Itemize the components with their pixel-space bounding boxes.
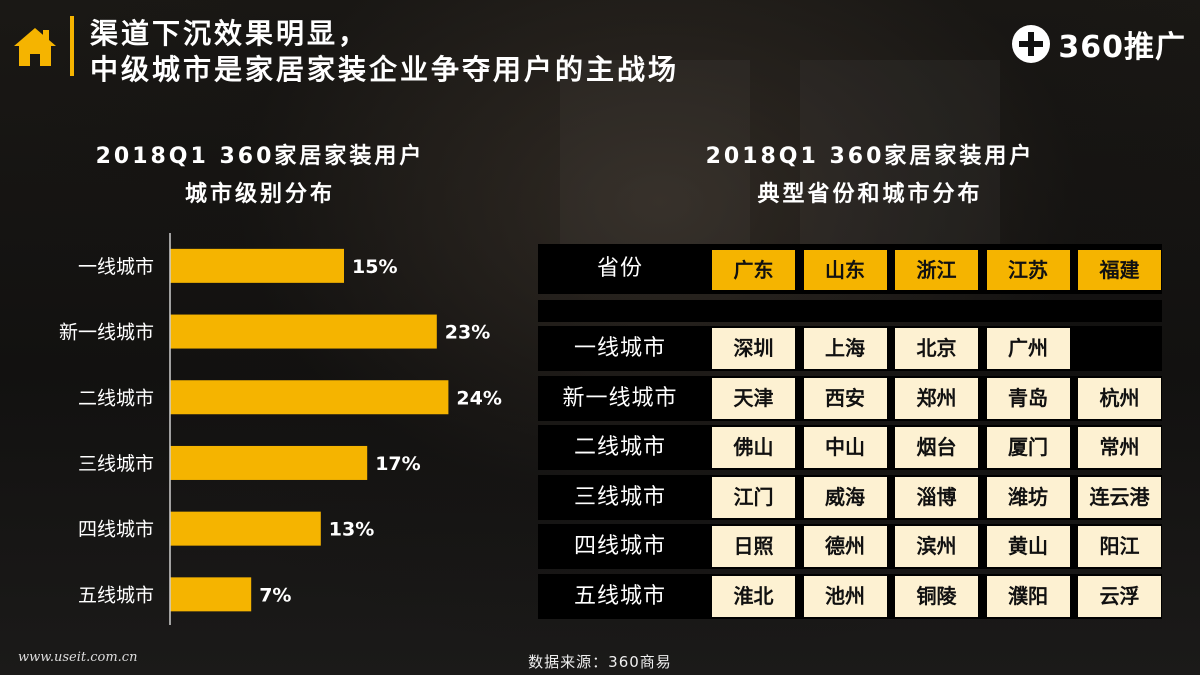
category-label: 一线城市 — [78, 256, 154, 278]
city-cell: 郑州 — [895, 377, 978, 419]
category-label: 三线城市 — [78, 453, 154, 475]
brand-name: 360推广 — [1058, 30, 1186, 65]
house-icon — [14, 28, 56, 66]
province-row: 省份 广东 山东 浙江 江苏 福建 — [538, 244, 1162, 294]
category-label: 新一线城市 — [59, 322, 154, 344]
city-cell: 滨州 — [895, 526, 978, 567]
province-cell: 广东 — [712, 250, 795, 290]
city-cell: 淮北 — [712, 575, 795, 617]
category-label: 四线城市 — [78, 519, 154, 541]
bar-4 — [170, 511, 321, 546]
table-row: 一线城市 深圳 上海 北京 广州 — [538, 326, 1162, 371]
city-cell: 淄博 — [895, 476, 978, 518]
brand-logo: 360推广 — [1010, 22, 1186, 66]
page-title-line1: 渠道下沉效果明显， — [90, 17, 370, 50]
spacer-row — [538, 300, 1162, 322]
city-cell: 威海 — [803, 476, 887, 518]
bar-1 — [170, 314, 437, 349]
value-label: 15% — [352, 256, 397, 278]
bar-3 — [170, 445, 368, 480]
table-row: 二线城市 佛山 中山 烟台 厦门 常州 — [538, 425, 1162, 470]
tier-label: 新一线城市 — [562, 385, 678, 411]
province-cell: 浙江 — [895, 250, 978, 290]
city-cell: 烟台 — [895, 427, 978, 468]
chart-title-line1: 2018Q1 360家居家装用户 — [95, 144, 425, 169]
bar-0 — [170, 248, 344, 283]
category-label: 二线城市 — [78, 387, 154, 409]
city-cell: 云浮 — [1078, 575, 1161, 617]
city-cell: 广州 — [986, 328, 1070, 369]
table-row: 三线城市 江门 威海 淄博 潍坊 连云港 — [538, 474, 1162, 520]
table-row: 新一线城市 天津 西安 郑州 青岛 杭州 — [538, 375, 1162, 421]
table-title-line2: 典型省份和城市分布 — [757, 182, 983, 207]
table-title-line1: 2018Q1 360家居家装用户 — [705, 144, 1035, 169]
chart-title-line2: 城市级别分布 — [184, 182, 335, 207]
value-label: 7% — [259, 584, 291, 606]
value-label: 24% — [456, 387, 501, 409]
plus-circle-icon — [1012, 25, 1051, 63]
city-cell: 青岛 — [986, 377, 1070, 419]
city-cell: 铜陵 — [895, 575, 978, 617]
city-cell: 西安 — [803, 377, 887, 419]
tier-label: 五线城市 — [573, 583, 666, 609]
value-label: 23% — [445, 322, 490, 344]
province-cell: 江苏 — [986, 250, 1070, 290]
table-row: 四线城市 日照 德州 滨州 黄山 阳江 — [538, 524, 1162, 569]
city-cell: 黄山 — [986, 526, 1070, 567]
city-cell: 连云港 — [1078, 476, 1161, 518]
city-cell: 常州 — [1078, 427, 1161, 468]
city-cell: 江门 — [712, 476, 795, 518]
province-cell: 福建 — [1078, 250, 1161, 290]
bar-5 — [170, 577, 252, 612]
data-source: 数据来源：360商易 — [528, 653, 672, 671]
city-cell: 厦门 — [986, 427, 1070, 468]
province-cell: 山东 — [803, 250, 887, 290]
city-cell: 中山 — [803, 427, 887, 468]
tier-label: 一线城市 — [573, 336, 666, 361]
page-title-line2: 中级城市是家居家装企业争夺用户的主战场 — [90, 53, 680, 86]
city-cell: 潍坊 — [986, 476, 1070, 518]
city-cell: 佛山 — [712, 427, 795, 468]
city-cell: 阳江 — [1078, 526, 1161, 567]
value-label: 13% — [329, 519, 374, 541]
province-label: 省份 — [596, 256, 643, 281]
city-cell: 杭州 — [1078, 377, 1161, 419]
bar-chart: 一线城市 15% 新一线城市 23% 二线城市 24% 三线城市 17% 四线城市 13% 五线城市… — [59, 233, 502, 625]
city-cell: 德州 — [803, 526, 887, 567]
city-cell: 天津 — [712, 377, 795, 419]
tier-label: 二线城市 — [573, 435, 666, 460]
city-cell: 日照 — [712, 526, 795, 567]
city-cell: 北京 — [895, 328, 978, 369]
city-cell: 池州 — [803, 575, 887, 617]
value-label: 17% — [375, 453, 420, 475]
city-cell: 深圳 — [712, 328, 795, 369]
city-cell: 上海 — [803, 328, 887, 369]
header-accent-bar — [70, 16, 74, 76]
city-cell: 濮阳 — [986, 575, 1070, 617]
bar-2 — [170, 380, 449, 415]
tier-label: 四线城市 — [573, 534, 666, 559]
tier-label: 三线城市 — [573, 484, 666, 510]
watermark: www.useit.com.cn — [18, 650, 138, 665]
table-row: 五线城市 淮北 池州 铜陵 濮阳 云浮 — [538, 573, 1162, 619]
category-label: 五线城市 — [78, 584, 154, 606]
